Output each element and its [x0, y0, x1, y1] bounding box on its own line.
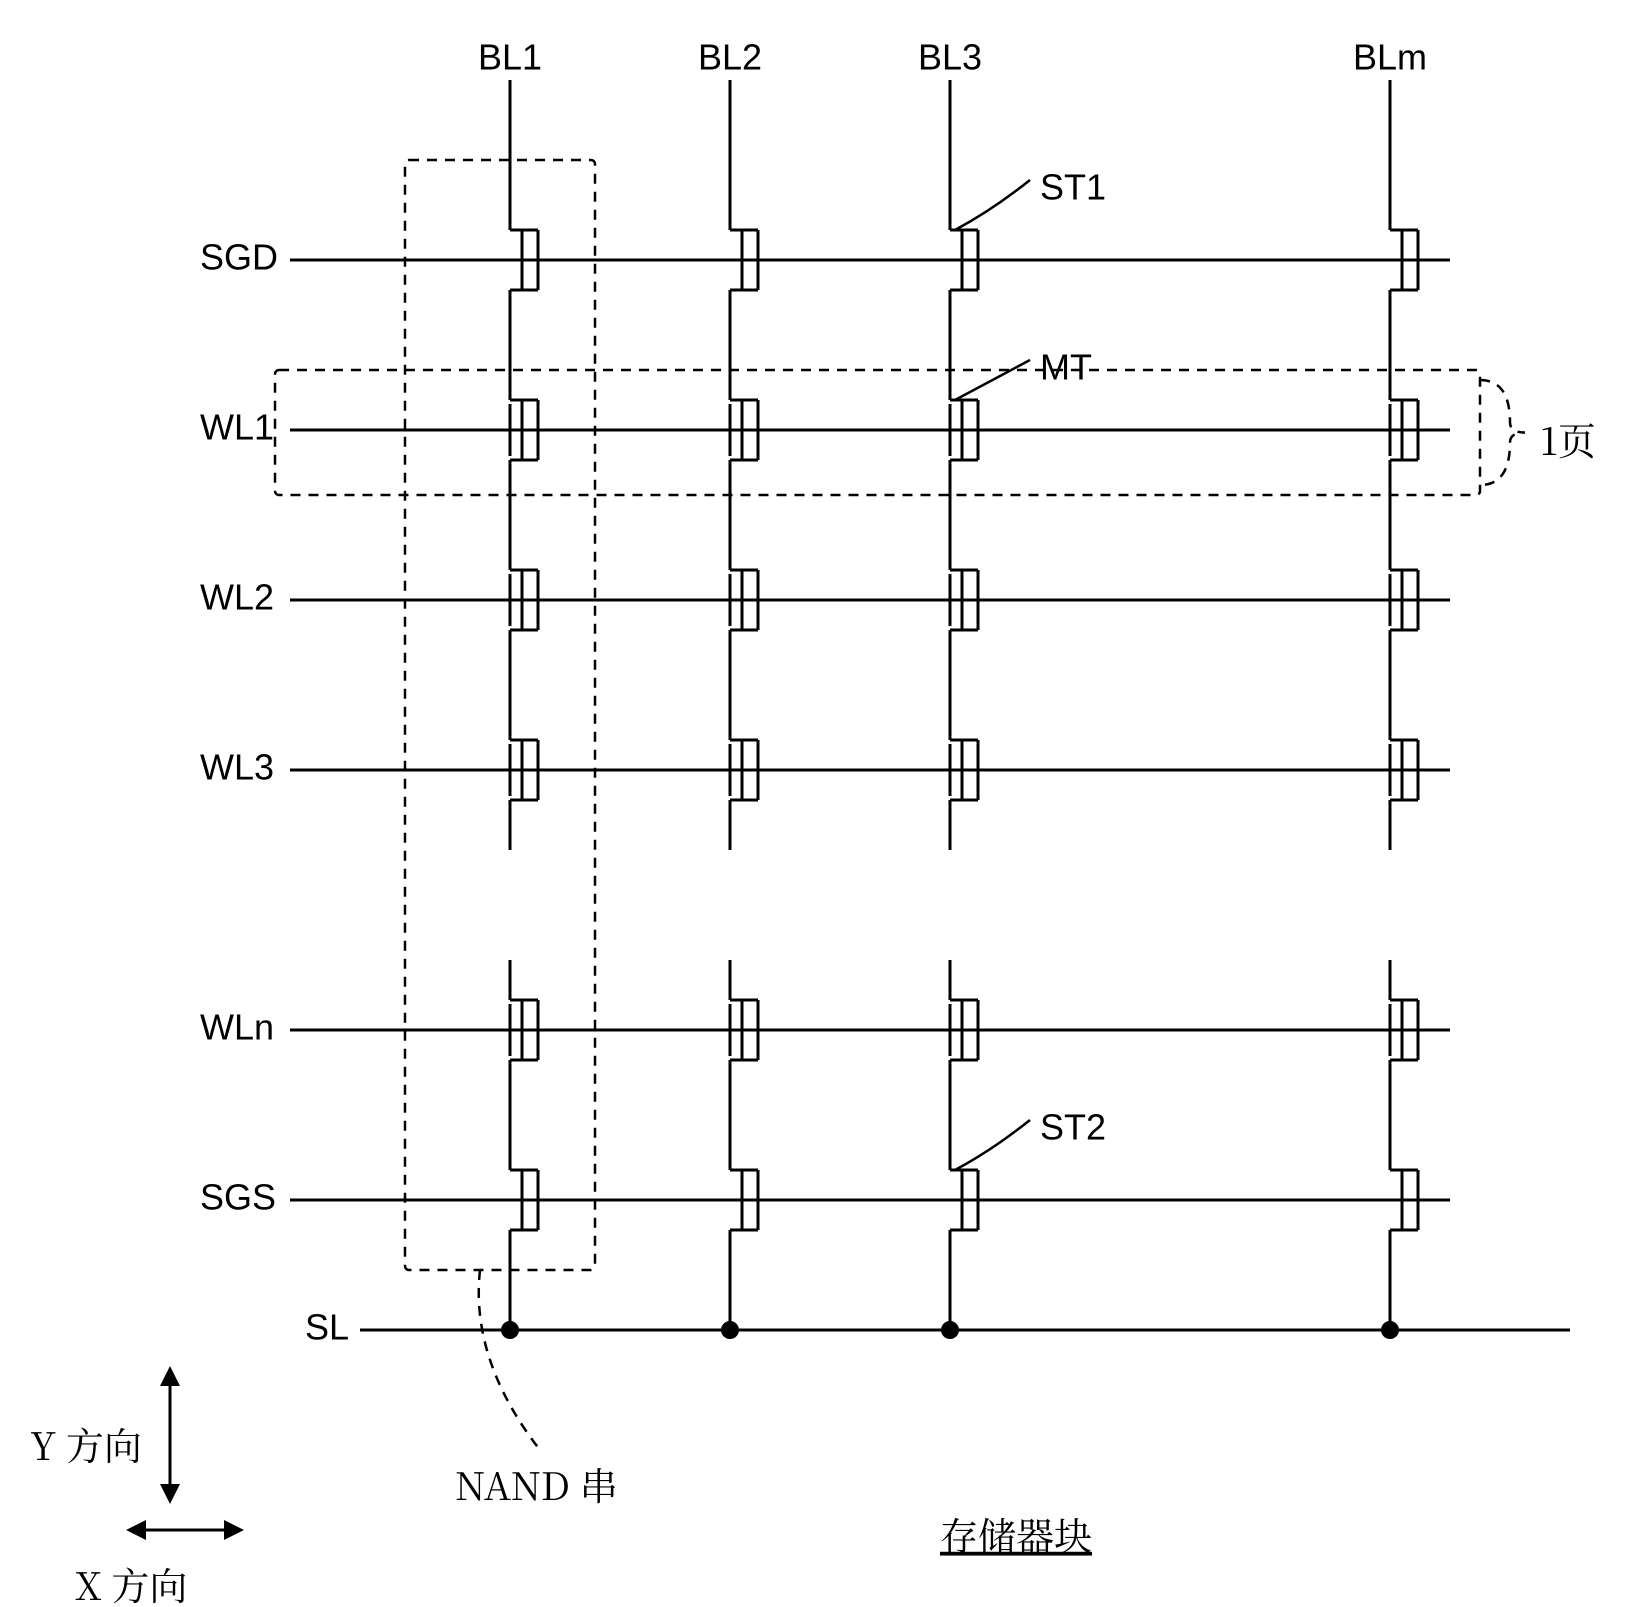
page-label: 1页 — [1540, 411, 1596, 466]
bitline-label: BLm — [1353, 37, 1427, 78]
nand-string-label: NAND 串 — [455, 1456, 618, 1511]
x-axis-label: X 方向 — [75, 1556, 187, 1607]
st1-callout: ST1 — [1040, 167, 1106, 208]
row-label: SGS — [200, 1177, 276, 1218]
row-label: WLn — [200, 1007, 274, 1048]
bitline-label: BL2 — [698, 37, 762, 78]
row-label: WL2 — [200, 577, 274, 618]
y-axis-label: Y 方向 — [30, 1416, 142, 1471]
row-label: WL1 — [200, 407, 274, 448]
bitline-label: BL3 — [918, 37, 982, 78]
row-label: WL3 — [200, 747, 274, 788]
mt-callout: MT — [1040, 347, 1092, 388]
row-label: SGD — [200, 237, 278, 278]
bitline-label: BL1 — [478, 37, 542, 78]
nand-flash-schematic: BL1 BL2 BL3 BLm SGD WL1 WL2 WL3 WLn SGS SL NAND 串 1页… — [0, 0, 1643, 1607]
st2-callout: ST2 — [1040, 1107, 1106, 1148]
source-line-label: SL — [305, 1307, 349, 1348]
memory-block-label: 存储器块 — [940, 1506, 1092, 1561]
